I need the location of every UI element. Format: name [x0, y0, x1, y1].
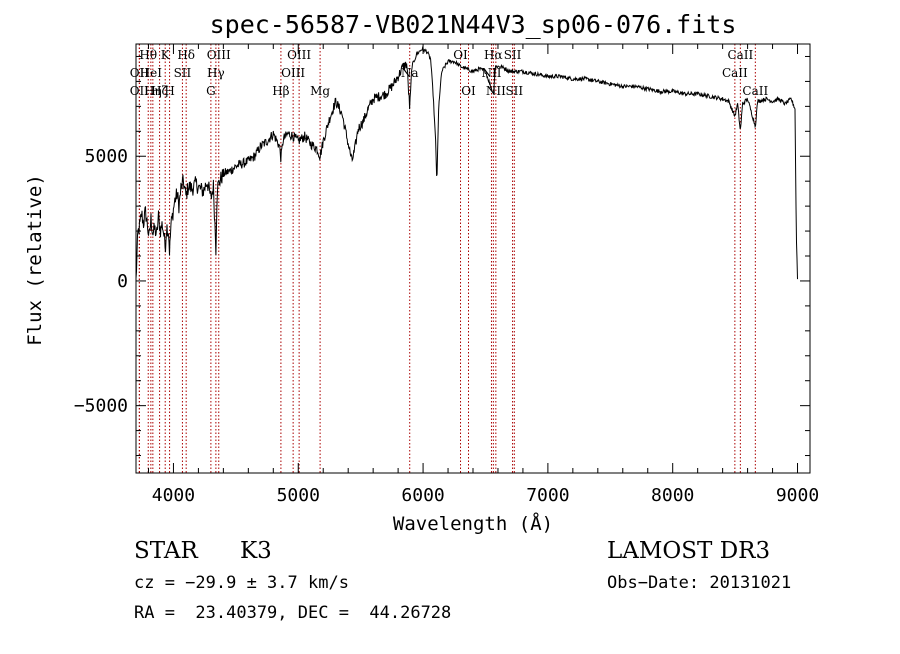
spectral-line-label: Hβ — [272, 84, 289, 98]
spectral-line-label: Na — [401, 66, 419, 80]
spectral-line-label: NII — [486, 84, 506, 98]
x-tick-label: 7000 — [526, 485, 569, 506]
spectral-line-label: H — [164, 84, 174, 98]
spectral-line-label: OII — [130, 66, 150, 80]
y-tick-label: 5000 — [85, 146, 128, 167]
spectral-line-label: G — [206, 84, 216, 98]
spectral-line-label: CaII — [742, 84, 768, 98]
spectral-line-labels: HθOIIOIIHeIHηHζKHSIIHδGHγOIIIHβOIIIOIIIM… — [130, 48, 769, 98]
spectral-line-label: OIII — [207, 48, 231, 62]
coordinates-readout: RA = 23.40379, DEC = 44.26728 — [134, 603, 452, 623]
spectral-line-label: CaII — [727, 48, 753, 62]
spectral-line-label: Hα — [484, 48, 503, 62]
y-tick-label: −5000 — [74, 396, 128, 417]
spectral-line-label: SII — [174, 66, 192, 80]
spectrum-series-line — [135, 45, 798, 280]
spectral-line-label: SII — [505, 84, 523, 98]
survey-name: LAMOST DR3 — [607, 538, 771, 564]
spectral-line-label: Hθ — [139, 48, 157, 62]
y-axis-label: Flux (relative) — [24, 174, 46, 346]
spectral-line-label: Hη — [144, 84, 162, 98]
spectral-line-label: HeI — [140, 66, 163, 80]
spectral-line-label: OIII — [287, 48, 311, 62]
y-tick-label: 0 — [117, 271, 128, 292]
spectral-line-markers — [138, 44, 756, 473]
y-axis-ticks: −5000 0 5000 — [74, 55, 810, 457]
x-tick-label: 4000 — [152, 485, 195, 506]
spectral-line-label: OI — [453, 48, 468, 62]
spectral-line-label: OII — [130, 84, 150, 98]
plot-frame — [135, 43, 811, 474]
redshift-readout: cz = −29.9 ± 3.7 km/s — [134, 573, 349, 593]
spectral-line-label: OIII — [281, 66, 305, 80]
spectral-line-label: Hδ — [177, 48, 195, 62]
spectral-line-label: K — [161, 48, 171, 62]
spectral-line-label: CaII — [722, 66, 748, 80]
observation-date: Obs−Date: 20131021 — [607, 573, 792, 593]
spectral-line-label: Hζ — [151, 84, 168, 98]
x-tick-label: 5000 — [277, 485, 320, 506]
spectral-subclass: K3 — [240, 538, 272, 564]
x-axis-ticks: 4000 5000 6000 7000 8000 9000 — [147, 44, 819, 506]
x-tick-label: 8000 — [651, 485, 694, 506]
x-tick-label: 9000 — [776, 485, 819, 506]
chart-title: spec-56587-VB021N44V3_sp06-076.fits — [210, 10, 737, 39]
spectral-line-label: Hγ — [207, 66, 225, 80]
spectral-line-label: OI — [461, 84, 476, 98]
spectral-line-label: Mg — [310, 84, 330, 98]
object-type: STAR — [134, 538, 198, 564]
spectral-line-label: SII — [504, 48, 522, 62]
x-tick-label: 6000 — [401, 485, 444, 506]
x-axis-label: Wavelength (Å) — [393, 512, 553, 535]
